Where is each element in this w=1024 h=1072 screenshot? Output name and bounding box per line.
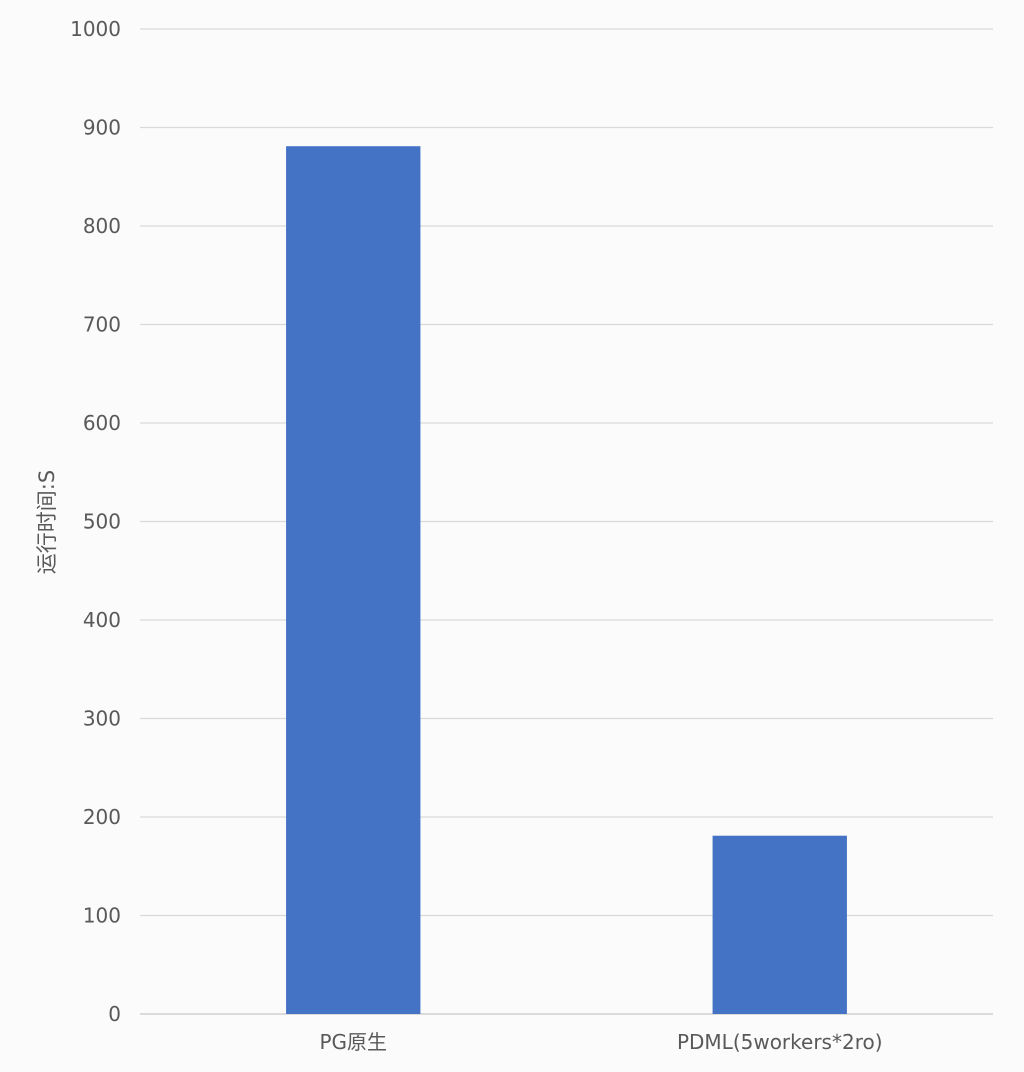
y-tick-label: 1000: [70, 17, 121, 41]
y-tick-label: 500: [83, 510, 121, 534]
y-tick-label: 600: [83, 411, 121, 435]
bar: [286, 146, 421, 1015]
gridlines: [140, 28, 993, 1015]
y-axis-ticks: 0 100 200 300 400 500 600 700 800 900 1000: [70, 17, 121, 1026]
bars: [286, 146, 847, 1015]
y-tick-label: 800: [83, 214, 121, 238]
x-category-label: PDML(5workers*2ro): [677, 1030, 883, 1054]
y-tick-label: 900: [83, 116, 121, 140]
x-axis-labels: PG原生 PDML(5workers*2ro): [319, 1030, 882, 1054]
x-category-label: PG原生: [319, 1030, 387, 1054]
y-tick-label: 400: [83, 608, 121, 632]
y-tick-label: 700: [83, 313, 121, 337]
y-tick-label: 100: [83, 904, 121, 928]
bar: [712, 835, 847, 1014]
y-tick-label: 300: [83, 707, 121, 731]
y-tick-label: 200: [83, 805, 121, 829]
y-axis-title: 运行时间:S: [35, 470, 59, 574]
y-tick-label: 0: [108, 1002, 121, 1026]
